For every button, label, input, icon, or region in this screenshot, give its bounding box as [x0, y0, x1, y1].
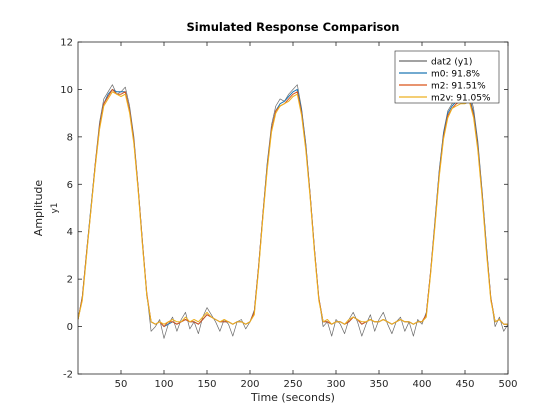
- legend-label-2: m2: 91.51%: [431, 82, 486, 92]
- x-tick-label-8: 450: [455, 379, 474, 390]
- x-tick-label-7: 400: [412, 379, 431, 390]
- legend-label-3: m2v: 91.05%: [431, 94, 491, 104]
- y-channel-label: y1: [50, 202, 60, 213]
- x-tick-label-6: 350: [369, 379, 388, 390]
- legend: dat2 (y1) m0: 91.8% m2: 91.51% m2v: 91.05%: [394, 50, 500, 104]
- y-tick-label-0: -2: [63, 370, 73, 381]
- x-tick-label-1: 100: [154, 379, 173, 390]
- legend-box: [394, 50, 500, 104]
- chart-title: Simulated Response Comparison: [187, 20, 400, 34]
- y-tick-label-3: 4: [67, 227, 73, 238]
- x-tick-label-5: 300: [326, 379, 345, 390]
- x-tick-label-4: 250: [283, 379, 302, 390]
- x-tick-label-3: 200: [240, 379, 259, 390]
- x-tick-label-9: 500: [498, 379, 517, 390]
- series-lines: [78, 84, 508, 339]
- legend-label-0: dat2 (y1): [431, 58, 472, 68]
- y-tick-label-1: 0: [67, 322, 73, 333]
- y-tick-label-6: 10: [60, 85, 73, 96]
- y-axis-label: Amplitude: [32, 180, 45, 237]
- axes-box: [77, 41, 509, 375]
- y-tick-label-4: 6: [67, 180, 73, 191]
- legend-label-1: m0: 91.8%: [431, 70, 480, 80]
- y-tick-label-5: 8: [67, 132, 73, 143]
- x-tick-label-0: 50: [115, 379, 128, 390]
- x-axis-label: Time (seconds): [250, 391, 335, 404]
- y-tick-label-2: 2: [67, 275, 73, 286]
- axis-ticks: 50 100 150 200 250 300 350 400 450 500 -2 0 2 4 6 8 10 12: [60, 38, 517, 391]
- y-tick-label-7: 12: [60, 38, 73, 49]
- x-tick-label-2: 150: [197, 379, 216, 390]
- series-line-3: [78, 91, 508, 325]
